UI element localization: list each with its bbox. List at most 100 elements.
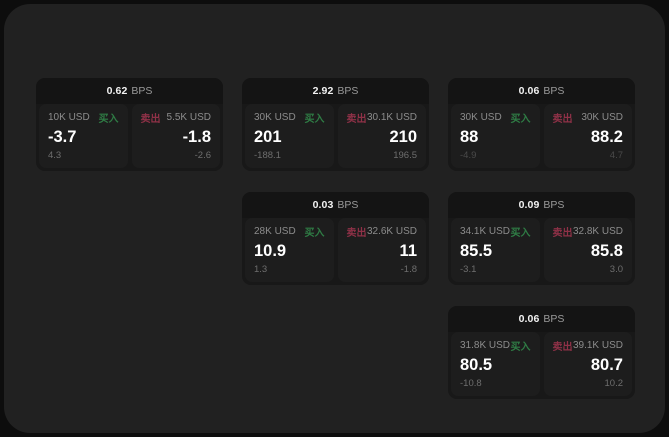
buy-size-label: 30K USD xyxy=(254,112,296,123)
spread-card[interactable]: 0.06 BPS 30K USD 买入 88 -4.9 卖出 30K USD 88.2 4.7 xyxy=(448,78,635,171)
sell-value: 11 xyxy=(399,242,417,260)
buy-panel[interactable]: 10K USD 买入 -3.7 4.3 xyxy=(39,104,128,168)
bps-value: 2.92 xyxy=(312,85,334,97)
buy-value: -3.7 xyxy=(48,128,77,146)
spread-card[interactable]: 0.09 BPS 34.1K USD 买入 85.5 -3.1 卖出 32.8K USD 85.… xyxy=(448,192,635,285)
bps-value: 0.06 xyxy=(518,85,540,97)
buy-footer-value: -188.1 xyxy=(254,150,281,161)
spread-card-grid: 0.62 BPS 10K USD 买入 -3.7 4.3 卖出 5.5K USD -1.8 -2.… xyxy=(36,78,641,408)
panel-header: 10K USD 买入 xyxy=(48,111,119,125)
sell-value: 80.7 xyxy=(590,356,623,374)
bps-unit-label: BPS xyxy=(543,313,565,325)
sell-side-label: 卖出 xyxy=(346,228,367,239)
panel-header: 30K USD 买入 xyxy=(460,111,531,125)
buy-value: 201 xyxy=(254,128,282,146)
sell-footer-value: 4.7 xyxy=(609,150,623,161)
buy-size-label: 10K USD xyxy=(48,112,90,123)
buy-side-label: 买入 xyxy=(510,114,531,125)
buy-size-label: 31.8K USD xyxy=(460,340,511,351)
buy-footer-value: -3.1 xyxy=(460,264,477,275)
sell-footer-value: 10.2 xyxy=(604,378,624,389)
sell-size-label: 30K USD xyxy=(581,112,623,123)
sell-side-label: 卖出 xyxy=(552,342,573,353)
buy-value: 85.5 xyxy=(460,242,493,260)
buy-value: 80.5 xyxy=(460,356,493,374)
buy-panel[interactable]: 31.8K USD 买入 80.5 -10.8 xyxy=(451,332,540,396)
sell-footer-value: -2.6 xyxy=(194,150,211,161)
spread-card[interactable]: 0.62 BPS 10K USD 买入 -3.7 4.3 卖出 5.5K USD -1.8 -2.… xyxy=(36,78,223,171)
card-header: 0.03 BPS xyxy=(242,192,429,218)
card-header: 0.62 BPS xyxy=(36,78,223,104)
app-container: 0.62 BPS 10K USD 买入 -3.7 4.3 卖出 5.5K USD -1.8 -2.… xyxy=(4,4,665,433)
bps-unit-label: BPS xyxy=(543,199,565,211)
spread-card[interactable]: 0.03 BPS 28K USD 买入 10.9 1.3 卖出 32.6K USD 11 -1.8 xyxy=(242,192,429,285)
bps-unit-label: BPS xyxy=(543,85,565,97)
buy-panel[interactable]: 28K USD 买入 10.9 1.3 xyxy=(245,218,334,282)
buy-value: 88 xyxy=(460,128,479,146)
grid-column-2: 2.92 BPS 30K USD 买入 201 -188.1 卖出 30.1K USD 210 1… xyxy=(242,78,429,306)
bps-unit-label: BPS xyxy=(131,85,153,97)
sell-size-label: 5.5K USD xyxy=(166,112,211,123)
card-header: 0.06 BPS xyxy=(448,306,635,332)
panel-header: 34.1K USD 买入 xyxy=(460,225,531,239)
sell-size-label: 39.1K USD xyxy=(572,340,623,351)
sell-value: 85.8 xyxy=(590,242,623,260)
buy-footer-value: -4.9 xyxy=(460,150,477,161)
sell-footer-value: 196.5 xyxy=(393,150,417,161)
buy-side-label: 买入 xyxy=(304,228,325,239)
sell-side-label: 卖出 xyxy=(140,114,161,125)
panel-row: 34.1K USD 买入 85.5 -3.1 卖出 32.8K USD 85.8 3.0 xyxy=(448,218,635,285)
buy-size-label: 34.1K USD xyxy=(460,226,511,237)
sell-panel[interactable]: 卖出 30.1K USD 210 196.5 xyxy=(337,104,426,168)
sell-panel[interactable]: 卖出 32.6K USD 11 -1.8 xyxy=(337,218,426,282)
card-header: 0.09 BPS xyxy=(448,192,635,218)
panel-header: 30K USD 买入 xyxy=(254,111,325,125)
panel-header: 卖出 5.5K USD xyxy=(140,111,212,125)
sell-panel[interactable]: 卖出 39.1K USD 80.7 10.2 xyxy=(543,332,632,396)
sell-footer-value: 3.0 xyxy=(609,264,623,275)
panel-header: 卖出 32.8K USD xyxy=(552,225,624,239)
buy-panel[interactable]: 30K USD 买入 201 -188.1 xyxy=(245,104,334,168)
buy-footer-value: -10.8 xyxy=(460,378,482,389)
bps-value: 0.03 xyxy=(312,199,334,211)
panel-header: 卖出 39.1K USD xyxy=(552,339,624,353)
panel-header: 卖出 32.6K USD xyxy=(346,225,418,239)
panel-row: 31.8K USD 买入 80.5 -10.8 卖出 39.1K USD 80.7 10.2 xyxy=(448,332,635,399)
panel-header: 卖出 30.1K USD xyxy=(346,111,418,125)
buy-side-label: 买入 xyxy=(510,228,531,239)
sell-panel[interactable]: 卖出 30K USD 88.2 4.7 xyxy=(543,104,632,168)
buy-panel[interactable]: 34.1K USD 买入 85.5 -3.1 xyxy=(451,218,540,282)
panel-header: 卖出 30K USD xyxy=(553,111,624,125)
sell-panel[interactable]: 卖出 32.8K USD 85.8 3.0 xyxy=(543,218,632,282)
bps-value: 0.09 xyxy=(518,199,540,211)
bps-value: 0.06 xyxy=(518,313,540,325)
sell-footer-value: -1.8 xyxy=(400,264,417,275)
panel-row: 30K USD 买入 88 -4.9 卖出 30K USD 88.2 4.7 xyxy=(448,104,635,171)
sell-size-label: 30.1K USD xyxy=(366,112,417,123)
grid-column-3: 0.06 BPS 30K USD 买入 88 -4.9 卖出 30K USD 88.2 4.7 0.… xyxy=(448,78,635,420)
sell-value: 210 xyxy=(389,128,417,146)
panel-header: 31.8K USD 买入 xyxy=(460,339,531,353)
sell-value: 88.2 xyxy=(590,128,623,146)
buy-side-label: 买入 xyxy=(98,114,119,125)
sell-panel[interactable]: 卖出 5.5K USD -1.8 -2.6 xyxy=(131,104,220,168)
buy-side-label: 买入 xyxy=(510,342,531,353)
panel-row: 28K USD 买入 10.9 1.3 卖出 32.6K USD 11 -1.8 xyxy=(242,218,429,285)
buy-footer-value: 1.3 xyxy=(254,264,268,275)
sell-side-label: 卖出 xyxy=(552,228,573,239)
buy-panel[interactable]: 30K USD 买入 88 -4.9 xyxy=(451,104,540,168)
sell-side-label: 卖出 xyxy=(346,114,367,125)
bps-unit-label: BPS xyxy=(337,85,359,97)
buy-value: 10.9 xyxy=(254,242,287,260)
panel-row: 30K USD 买入 201 -188.1 卖出 30.1K USD 210 196.5 xyxy=(242,104,429,171)
bps-value: 0.62 xyxy=(106,85,128,97)
spread-card[interactable]: 0.06 BPS 31.8K USD 买入 80.5 -10.8 卖出 39.1K USD 80… xyxy=(448,306,635,399)
panel-header: 28K USD 买入 xyxy=(254,225,325,239)
grid-column-1: 0.62 BPS 10K USD 买入 -3.7 4.3 卖出 5.5K USD -1.8 -2.… xyxy=(36,78,223,192)
sell-size-label: 32.6K USD xyxy=(366,226,417,237)
card-header: 0.06 BPS xyxy=(448,78,635,104)
spread-card[interactable]: 2.92 BPS 30K USD 买入 201 -188.1 卖出 30.1K USD 210 1… xyxy=(242,78,429,171)
panel-row: 10K USD 买入 -3.7 4.3 卖出 5.5K USD -1.8 -2.6 xyxy=(36,104,223,171)
buy-side-label: 买入 xyxy=(304,114,325,125)
